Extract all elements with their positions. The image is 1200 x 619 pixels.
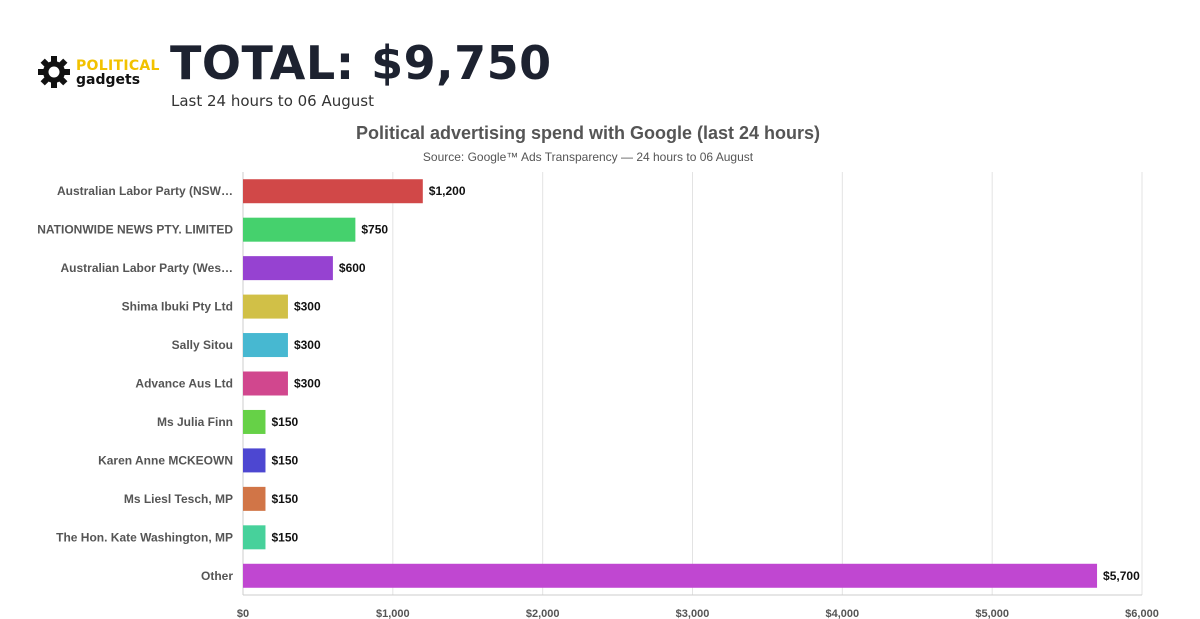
x-tick-label: $3,000 [676,608,710,619]
political-gadgets-logo: POLITICAL gadgets [37,55,167,95]
data-label: $150 [271,530,298,544]
bar[interactable] [243,294,288,319]
bar[interactable] [243,256,333,281]
data-label: $1,200 [429,184,466,198]
category-label: Other [201,569,233,583]
x-tick-label: $0 [237,608,249,619]
data-label: $5,700 [1103,569,1140,583]
bar[interactable] [243,563,1098,588]
data-label: $750 [361,223,388,237]
bar[interactable] [243,525,266,550]
bar[interactable] [243,217,356,242]
chart-subtitle: Source: Google™ Ads Transparency — 24 ho… [423,150,754,164]
x-tick-label: $4,000 [826,608,860,619]
data-label: $150 [271,453,298,467]
bar[interactable] [243,371,288,396]
bar[interactable] [243,448,266,473]
category-label: Sally Sitou [172,338,233,352]
period-subtitle: Last 24 hours to 06 August [171,92,374,110]
data-label: $300 [294,377,321,391]
chart-title: Political advertising spend with Google … [356,123,820,143]
total-spend-heading: TOTAL: $9,750 [170,36,552,90]
x-tick-label: $1,000 [376,608,410,619]
category-label: The Hon. Kate Washington, MP [56,530,233,544]
logo-wordmark-bottom: gadgets [76,72,141,88]
data-label: $300 [294,300,321,314]
data-label: $600 [339,261,366,275]
category-label: Advance Aus Ltd [135,377,233,391]
x-tick-label: $6,000 [1125,608,1159,619]
gear-icon [38,56,70,88]
category-label: Australian Labor Party (NSW… [57,184,233,198]
data-label: $150 [271,415,298,429]
bar[interactable] [243,179,423,204]
logo-wordmark-top: POLITICAL [76,58,160,74]
category-label: Australian Labor Party (Wes… [61,261,234,275]
bar[interactable] [243,486,266,511]
data-label: $150 [271,492,298,506]
category-label: NATIONWIDE NEWS PTY. LIMITED [37,223,233,237]
bar[interactable] [243,409,266,434]
category-label: Shima Ibuki Pty Ltd [122,300,233,314]
x-tick-label: $2,000 [526,608,560,619]
data-label: $300 [294,338,321,352]
category-label: Karen Anne MCKEOWN [98,453,233,467]
bar[interactable] [243,333,288,358]
category-label: Ms Liesl Tesch, MP [124,492,233,506]
category-label: Ms Julia Finn [157,415,233,429]
x-tick-label: $5,000 [975,608,1009,619]
